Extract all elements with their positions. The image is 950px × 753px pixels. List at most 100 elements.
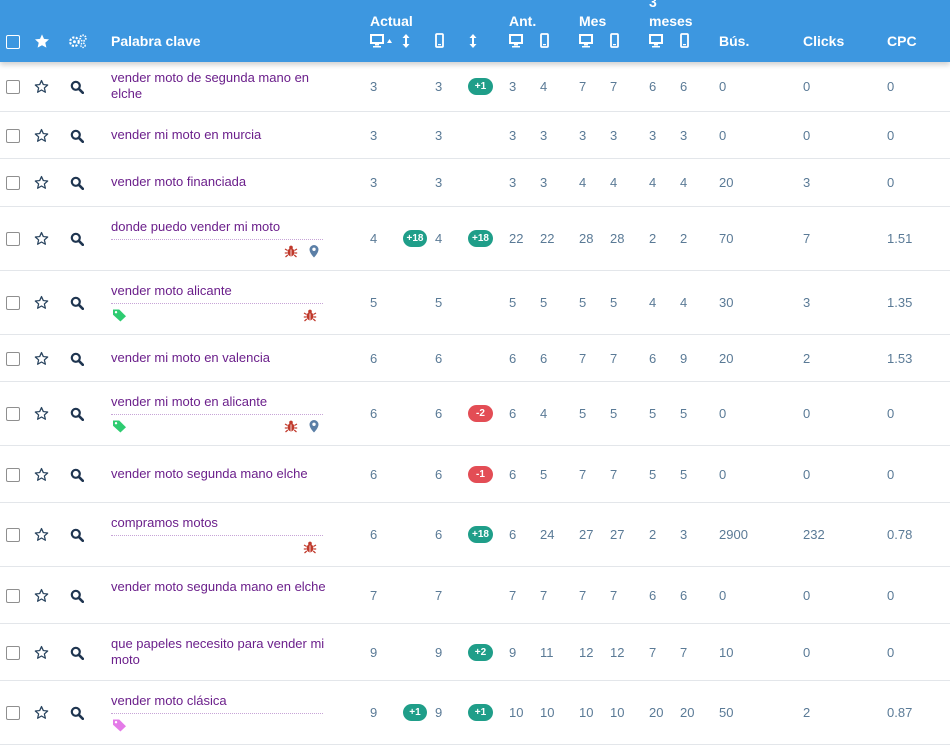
star-outline-icon[interactable] — [34, 645, 49, 665]
keyword-link[interactable]: vender mi moto en murcia — [111, 127, 262, 142]
search-icon[interactable] — [70, 528, 85, 547]
star-outline-icon[interactable] — [34, 231, 49, 251]
clicks-value: 3 — [803, 295, 811, 310]
table-row[interactable]: vender mi moto en valencia 6 6 6 6 7 7 6 9 20 2 1.5… — [0, 335, 950, 382]
row-checkbox[interactable] — [6, 296, 20, 310]
table-row[interactable]: vender moto de segunda mano en elche 3 3 +1… — [0, 62, 950, 112]
desktop-position: 5 — [370, 295, 378, 310]
row-checkbox[interactable] — [6, 528, 20, 542]
star-outline-icon[interactable] — [34, 406, 49, 426]
search-icon[interactable] — [70, 129, 85, 148]
table-row[interactable]: compramos motos 6 6 +18 6 24 27 27 2 3 2900 232 0.78 — [0, 503, 950, 567]
clicks-value: 0 — [803, 406, 811, 421]
row-checkbox[interactable] — [6, 468, 20, 482]
star-outline-icon[interactable] — [34, 128, 49, 148]
desktop-icon[interactable] — [649, 34, 663, 53]
three-months-column-header-line1[interactable]: 3 — [649, 0, 657, 10]
table-row[interactable]: vender mi moto en alicante 6 6 -2 6 4 5 5 5 5 0 0 0 — [0, 382, 950, 446]
history-value: 6 — [649, 588, 657, 603]
row-checkbox[interactable] — [6, 232, 20, 246]
keyword-link[interactable]: vender moto clásica — [111, 693, 227, 708]
mobile-icon[interactable] — [680, 33, 689, 53]
mobile-icon[interactable] — [540, 33, 549, 53]
select-all-checkbox[interactable] — [6, 35, 20, 49]
history-value: 9 — [509, 645, 517, 660]
search-icon[interactable] — [70, 407, 85, 426]
search-icon[interactable] — [70, 468, 85, 487]
history-value: 4 — [680, 175, 688, 190]
row-checkbox[interactable] — [6, 407, 20, 421]
desktop-sort-icon[interactable] — [370, 34, 394, 53]
search-icon[interactable] — [70, 296, 85, 315]
keyword-link[interactable]: vender mi moto en alicante — [111, 394, 268, 409]
three-months-column-header-line2[interactable]: meses — [649, 13, 693, 29]
history-value: 6 — [649, 351, 657, 366]
star-outline-icon[interactable] — [34, 295, 49, 315]
search-icon[interactable] — [70, 232, 85, 251]
row-checkbox[interactable] — [6, 646, 20, 660]
table-row[interactable]: que papeles necesito para vender mi moto… — [0, 624, 950, 681]
keyword-link[interactable]: vender mi moto en valencia — [111, 350, 270, 365]
keyword-link[interactable]: vender moto segunda mano elche — [111, 466, 308, 481]
bus-column-header[interactable]: Bús. — [719, 33, 750, 49]
search-icon[interactable] — [70, 352, 85, 371]
keyword-link[interactable]: vender moto alicante — [111, 283, 232, 298]
mobile-position: 9 — [435, 705, 443, 720]
history-value: 7 — [649, 645, 657, 660]
change-sort-icon[interactable] — [468, 33, 478, 54]
table-row[interactable]: vender moto financiada 3 3 3 3 4 4 4 4 20 3 0 — [0, 159, 950, 207]
star-outline-icon[interactable] — [34, 175, 49, 195]
search-icon[interactable] — [70, 706, 85, 725]
table-row[interactable]: vender mi moto en murcia 3 3 3 3 3 3 3 3 0 0 0 — [0, 112, 950, 159]
cpc-value: 0.87 — [887, 705, 913, 720]
row-checkbox[interactable] — [6, 80, 20, 94]
keyword-column-header[interactable]: Palabra clave — [111, 33, 201, 49]
row-checkbox[interactable] — [6, 706, 20, 720]
star-outline-icon[interactable] — [34, 705, 49, 725]
mobile-icon[interactable] — [435, 33, 444, 53]
desktop-icon[interactable] — [509, 34, 523, 53]
keyword-link[interactable]: vender moto de segunda mano en elche — [111, 70, 310, 101]
search-icon[interactable] — [70, 80, 85, 99]
actual-column-header[interactable]: Actual — [370, 13, 413, 29]
history-value: 6 — [509, 467, 517, 482]
ant-column-header[interactable]: Ant. — [509, 13, 537, 29]
desktop-position: 7 — [370, 588, 378, 603]
position-change-badge: +18 — [468, 526, 493, 543]
star-outline-icon[interactable] — [34, 467, 49, 487]
table-row[interactable]: vender moto segunda mano elche 6 6 -1 6 5 7 7 5 5… — [0, 446, 950, 503]
star-outline-icon[interactable] — [34, 588, 49, 608]
star-outline-icon[interactable] — [34, 79, 49, 99]
row-checkbox[interactable] — [6, 176, 20, 190]
history-value: 7 — [579, 467, 587, 482]
table-row[interactable]: vender moto segunda mano en elche 7 7 7 7 7 7 6… — [0, 567, 950, 624]
search-icon[interactable] — [70, 176, 85, 195]
clicks-column-header[interactable]: Clicks — [803, 33, 845, 49]
mobile-icon[interactable] — [610, 33, 619, 53]
keyword-link[interactable]: vender moto segunda mano en elche — [111, 579, 326, 594]
cpc-value: 0 — [887, 128, 895, 143]
search-volume: 70 — [719, 231, 734, 246]
cpc-column-header[interactable]: CPC — [887, 33, 917, 49]
desktop-position: 9 — [370, 705, 378, 720]
table-row[interactable]: donde puedo vender mi moto 4 +18 4 +18 22 22 28… — [0, 207, 950, 271]
star-filled-icon[interactable] — [34, 33, 50, 54]
row-checkbox[interactable] — [6, 352, 20, 366]
row-checkbox[interactable] — [6, 129, 20, 143]
clicks-value: 0 — [803, 467, 811, 482]
table-row[interactable]: vender moto clásica 9 +1 9 +1 10 10 10 10 20 20 50 2… — [0, 681, 950, 745]
star-outline-icon[interactable] — [34, 527, 49, 547]
sort-arrows-icon[interactable] — [401, 33, 411, 54]
search-icon[interactable] — [70, 646, 85, 665]
star-outline-icon[interactable] — [34, 351, 49, 371]
keyword-link[interactable]: compramos motos — [111, 515, 218, 530]
mes-column-header[interactable]: Mes — [579, 13, 607, 29]
keyword-link[interactable]: que papeles necesito para vender mi moto — [111, 636, 325, 667]
keyword-link[interactable]: donde puedo vender mi moto — [111, 219, 281, 234]
keyword-link[interactable]: vender moto financiada — [111, 174, 247, 189]
table-row[interactable]: vender moto alicante 5 5 5 5 5 5 4 4 30 3 1.35 — [0, 271, 950, 335]
gears-icon[interactable] — [68, 33, 88, 54]
search-icon[interactable] — [70, 589, 85, 608]
row-checkbox[interactable] — [6, 589, 20, 603]
desktop-icon[interactable] — [579, 34, 593, 53]
